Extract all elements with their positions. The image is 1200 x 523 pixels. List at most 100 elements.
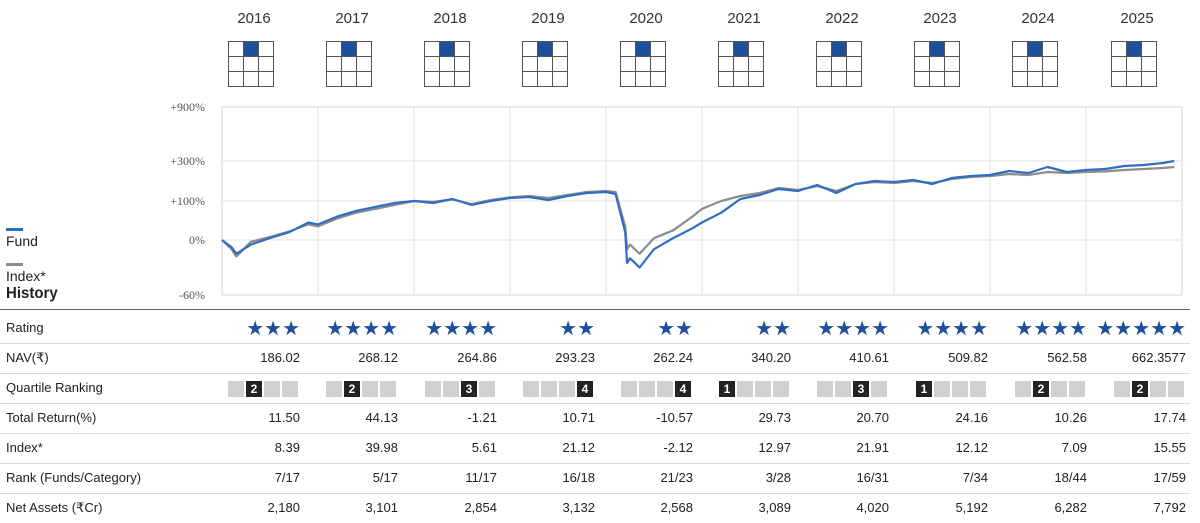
style-box-cell <box>733 41 749 57</box>
style-box-cell <box>620 41 636 57</box>
year-label: 2018 <box>433 10 467 27</box>
style-box-cell <box>356 71 372 87</box>
style-box-cell <box>341 41 357 57</box>
table-cell: 410.61 <box>849 350 889 365</box>
quartile-indicator: 2 <box>1114 381 1186 397</box>
y-tick-label: 0% <box>189 233 205 247</box>
style-box-cell <box>718 41 734 57</box>
table-cell: 340.20 <box>751 350 791 365</box>
style-box-cell <box>748 71 764 87</box>
quartile-cell: 2 <box>344 381 360 397</box>
style-box-cell <box>1012 41 1028 57</box>
year-label: 2025 <box>1120 10 1154 27</box>
y-axis-labels: +900% +300% +100% 0% -60% <box>170 100 205 302</box>
quartile-cell <box>1069 381 1085 397</box>
style-box-cell <box>1141 41 1157 57</box>
quartile-cell: 2 <box>1132 381 1148 397</box>
table-cell: 17/59 <box>1153 470 1186 485</box>
style-box-cell <box>424 41 440 57</box>
style-box <box>1012 41 1058 87</box>
table-row: Rating ★★★ ★★★★ ★★★★ ★★ ★★ ★★ ★★★★ ★★★★ ★★★★ ★★★★★ <box>0 313 1190 344</box>
style-box-cell <box>748 56 764 72</box>
performance-chart: +900% +300% +100% 0% -60% <box>170 100 1183 302</box>
table-cell: 7.09 <box>1061 440 1087 455</box>
style-box-cell <box>1126 71 1142 87</box>
quartile-cell: 1 <box>916 381 932 397</box>
year-label: 2019 <box>531 10 565 27</box>
year-label: 2024 <box>1021 10 1055 27</box>
chart-series <box>221 159 1175 269</box>
quartile-cell <box>523 381 539 397</box>
star-rating: ★★ <box>559 318 595 340</box>
year-label: 2023 <box>923 10 957 27</box>
quartile-cell: 2 <box>1033 381 1049 397</box>
row-label: Rating <box>6 320 44 335</box>
table-cell: 3/28 <box>765 470 791 485</box>
year-label: 2021 <box>727 10 761 27</box>
table-cell: 7,792 <box>1153 500 1186 515</box>
table-cell: 268.12 <box>358 350 398 365</box>
style-box-cell <box>1111 56 1127 72</box>
table-cell: 509.82 <box>948 350 988 365</box>
legend-index: Index* <box>6 263 46 284</box>
y-tick-label: +300% <box>170 154 205 168</box>
table-cell: 16/18 <box>562 470 595 485</box>
quartile-cell <box>835 381 851 397</box>
quartile-indicator: 3 <box>817 381 889 397</box>
quartile-indicator: 4 <box>621 381 693 397</box>
style-box-cell <box>424 71 440 87</box>
table-cell: 6,282 <box>1054 500 1087 515</box>
quartile-cell <box>1168 381 1184 397</box>
style-box-cell <box>258 56 274 72</box>
style-box-cell <box>650 71 666 87</box>
star-rating: ★★★★ <box>326 318 398 340</box>
style-box-cell <box>1141 71 1157 87</box>
table-cell: 2,854 <box>464 500 497 515</box>
style-box <box>326 41 372 87</box>
fund-series-line <box>221 159 1175 269</box>
quartile-cell: 3 <box>853 381 869 397</box>
style-box-cell <box>1012 56 1028 72</box>
legend-fund-swatch <box>6 228 23 231</box>
table-cell: 10.26 <box>1054 410 1087 425</box>
quartile-cell: 2 <box>246 381 262 397</box>
quartile-cell <box>817 381 833 397</box>
table-row: Rank (Funds/Category) 7/17 5/17 11/17 16/18 2… <box>0 463 1190 494</box>
style-box-cell <box>537 41 553 57</box>
style-box <box>620 41 666 87</box>
style-box-cell <box>537 56 553 72</box>
quartile-indicator: 2 <box>228 381 300 397</box>
style-box-cell <box>650 41 666 57</box>
style-box-cell <box>326 41 342 57</box>
style-box-cell <box>718 56 734 72</box>
y-tick-label: -60% <box>179 288 205 302</box>
star-rating: ★★★★ <box>916 318 988 340</box>
style-box-cell <box>733 71 749 87</box>
style-box-cell <box>552 41 568 57</box>
table-cell: 24.16 <box>955 410 988 425</box>
style-box-cell <box>522 71 538 87</box>
history-label: History <box>6 284 58 303</box>
style-box-cell <box>341 56 357 72</box>
style-box-cell <box>243 41 259 57</box>
style-box <box>816 41 862 87</box>
table-row: NAV(₹) 186.02 268.12 264.86 293.23 262.24 340.… <box>0 343 1190 374</box>
style-box-cell <box>356 41 372 57</box>
table-cell: 8.39 <box>274 440 300 455</box>
index-series-line <box>221 165 1175 258</box>
style-box-cell <box>914 41 930 57</box>
style-box-cell <box>929 41 945 57</box>
quartile-cell <box>559 381 575 397</box>
table-cell: -10.57 <box>656 410 693 425</box>
style-box-cell <box>620 56 636 72</box>
style-box-cell <box>454 71 470 87</box>
table-cell: 17.74 <box>1153 410 1186 425</box>
style-box-cell <box>243 71 259 87</box>
style-box <box>228 41 274 87</box>
quartile-cell <box>264 381 280 397</box>
table-cell: 293.23 <box>555 350 595 365</box>
style-box-cell <box>846 71 862 87</box>
quartile-cell <box>871 381 887 397</box>
style-box-cell <box>1012 71 1028 87</box>
style-box-cell <box>816 71 832 87</box>
